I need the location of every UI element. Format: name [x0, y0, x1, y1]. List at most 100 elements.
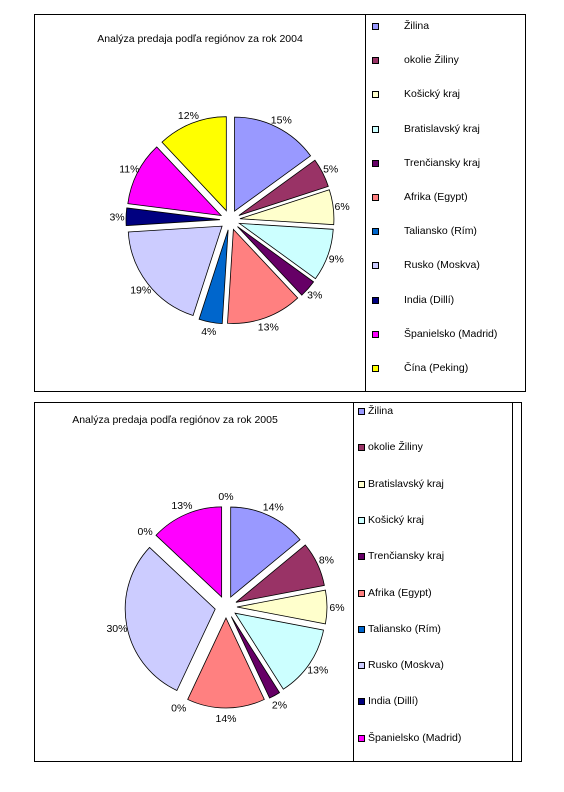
- legend-swatch: [358, 625, 365, 633]
- legend-swatch: [358, 444, 365, 452]
- pie-slice: [230, 616, 281, 699]
- legend-label: Rusko (Moskva): [404, 259, 480, 272]
- legend-label: Trenčiansky kraj: [404, 156, 481, 169]
- pie-slice: [187, 617, 265, 709]
- data-label: 0%: [137, 526, 152, 538]
- legend-swatch: [372, 159, 379, 167]
- legend-label: okolie Žiliny: [404, 54, 459, 67]
- pie-slice: [227, 228, 299, 324]
- data-label: 9%: [329, 253, 344, 265]
- legend-swatch: [358, 662, 365, 670]
- data-label: 14%: [215, 713, 236, 725]
- legend-swatch: [358, 408, 365, 415]
- pie-slice: [125, 207, 221, 227]
- legend-item: Žilina: [366, 19, 525, 33]
- data-label: 3%: [307, 290, 322, 302]
- legend-label: Rusko (Moskva): [368, 659, 444, 672]
- data-label: 3%: [109, 211, 124, 223]
- legend-label: Bratislavský kraj: [368, 477, 444, 490]
- pie-slice: [238, 159, 329, 216]
- data-label: 0%: [218, 491, 233, 503]
- pie-slice: [230, 506, 301, 598]
- pie-slice: [124, 546, 216, 692]
- data-label: 19%: [130, 284, 151, 296]
- legend-swatch: [372, 23, 379, 30]
- pie-slice: [155, 506, 223, 598]
- pie-plot-2005: Analýza predaja podľa regiónov za rok 20…: [72, 414, 344, 725]
- legend-label: Afrika (Egypt): [404, 191, 468, 203]
- pie-slice: [198, 229, 229, 325]
- legend-swatch: [372, 330, 379, 338]
- legend-item: Trenčiansky kraj: [354, 549, 512, 563]
- legend-label: India (Dillí): [404, 293, 455, 306]
- legend-item: Bratislavský kraj: [366, 122, 525, 136]
- chart-legend: Žilina okolie Žiliny Košický kraj Bratislav…: [365, 15, 525, 391]
- data-label: 15%: [271, 114, 292, 126]
- legend-swatch: [372, 91, 379, 99]
- legend-item: Rusko (Moskva): [366, 258, 525, 272]
- legend-label: Afrika (Egypt): [368, 586, 432, 599]
- data-label: 14%: [263, 502, 284, 514]
- legend-swatch: [372, 228, 379, 236]
- legend-item: India (Dillí): [354, 694, 512, 708]
- legend-swatch: [358, 698, 365, 706]
- legend-item: Rusko (Moskva): [354, 658, 512, 672]
- pie-slice: [237, 226, 315, 296]
- legend-swatch: [358, 734, 365, 742]
- data-label: 6%: [335, 201, 350, 213]
- legend-item: Košický kraj: [366, 87, 525, 101]
- legend-item: okolie Žiliny: [366, 53, 525, 67]
- legend-label: India (Dillí): [368, 695, 419, 708]
- data-label: 4%: [201, 326, 216, 338]
- data-label: 6%: [329, 602, 344, 614]
- legend-label: Žilina: [368, 405, 394, 417]
- data-label: 13%: [307, 664, 328, 676]
- data-label: 13%: [258, 321, 279, 333]
- pie-slice: [238, 222, 334, 280]
- legend-label: Taliansko (Rím): [368, 622, 441, 635]
- pie-slice: [236, 589, 328, 625]
- legend-item: India (Dillí): [366, 293, 525, 307]
- legend-item: Afrika (Egypt): [354, 586, 512, 600]
- data-label: 0%: [171, 702, 186, 714]
- legend-label: Španielsko (Madrid): [404, 327, 498, 340]
- data-label: 5%: [323, 164, 338, 176]
- data-label: 11%: [119, 164, 139, 176]
- chart-title: Analýza predaja podľa regiónov za rok 20…: [97, 33, 303, 45]
- legend-swatch: [372, 365, 379, 372]
- pie-slice: [234, 612, 324, 690]
- legend-item: Čína (Peking): [366, 361, 525, 375]
- legend-item: Španielsko (Madrid): [354, 731, 512, 745]
- legend-swatch: [372, 194, 379, 201]
- legend-swatch: [358, 553, 365, 561]
- legend-label: Košický kraj: [368, 513, 425, 526]
- legend-swatch: [372, 57, 379, 65]
- legend-label: okolie Žiliny: [368, 441, 423, 454]
- legend-label: Trenčiansky kraj: [368, 550, 445, 563]
- chart-title: Analýza predaja podľa regiónov za rok 20…: [72, 414, 278, 426]
- pie-slice: [239, 189, 335, 226]
- legend-item: Žilina: [354, 404, 512, 418]
- data-label: 12%: [178, 110, 199, 122]
- legend-item: Košický kraj: [354, 513, 512, 527]
- legend-label: Čína (Peking): [404, 362, 469, 374]
- legend-item: Afrika (Egypt): [366, 190, 525, 204]
- legend-item: Španielsko (Madrid): [366, 327, 525, 341]
- pie-slice: [234, 116, 312, 212]
- legend-label: Bratislavský kraj: [404, 122, 480, 135]
- pie-slice: [127, 225, 223, 317]
- legend-label: Košický kraj: [404, 88, 461, 101]
- data-label: 8%: [319, 555, 334, 567]
- legend-item: Trenčiansky kraj: [366, 156, 525, 170]
- data-label: 30%: [106, 623, 127, 635]
- pie-slice: [161, 116, 227, 212]
- legend-label: Taliansko (Rím): [404, 225, 477, 238]
- pie-chart-2005: Analýza predaja podľa regiónov za rok 20…: [34, 402, 522, 762]
- legend-item: Bratislavský kraj: [354, 477, 512, 491]
- legend-swatch: [372, 125, 379, 133]
- data-label: 2%: [272, 699, 287, 711]
- data-label: 13%: [171, 500, 192, 512]
- legend-swatch: [372, 296, 379, 304]
- pie-slice: [235, 544, 325, 603]
- pie-slice: [127, 146, 223, 216]
